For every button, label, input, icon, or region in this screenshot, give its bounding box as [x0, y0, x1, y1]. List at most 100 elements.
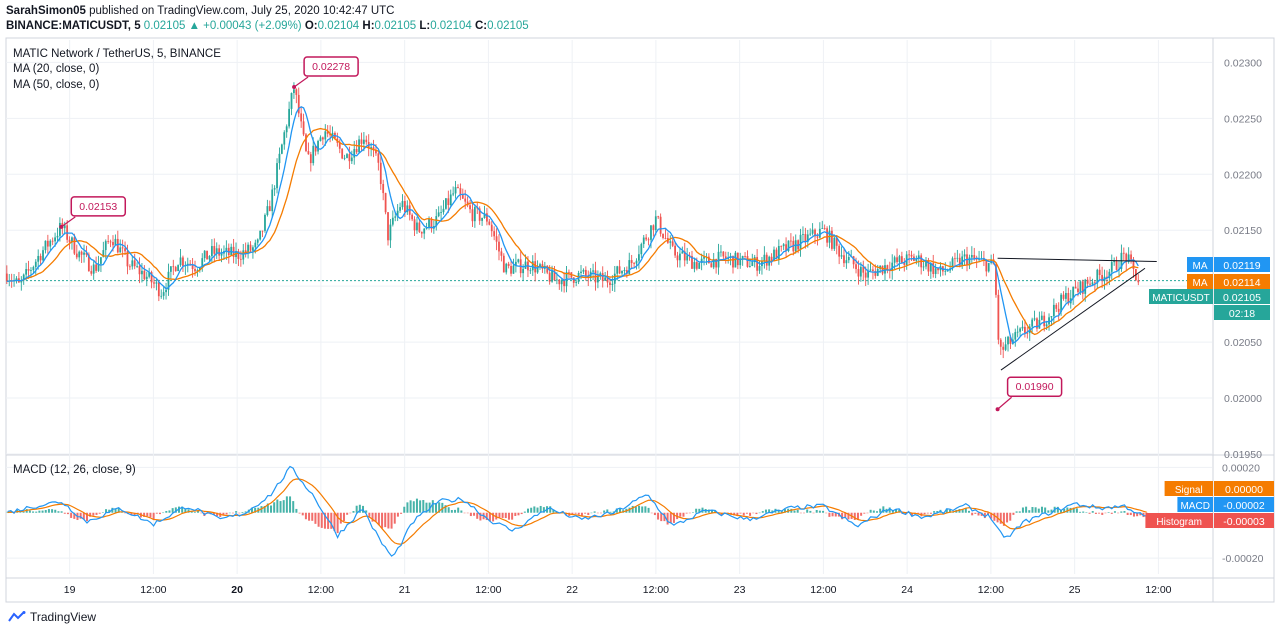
macd-histogram-bar — [298, 512, 301, 514]
price-label-name-box — [1187, 274, 1213, 289]
candle-body — [512, 265, 515, 274]
callout-label: 0.01990 — [1016, 381, 1054, 393]
macd-histogram-bar — [1101, 512, 1104, 515]
macd-histogram-bar — [514, 512, 517, 516]
candle-body — [198, 267, 201, 271]
macd-histogram-bar — [584, 512, 587, 514]
macd-histogram-bar — [549, 506, 552, 513]
candle-body — [546, 265, 549, 273]
price-callouts[interactable]: 0.02153 0.02278 0.01990 — [59, 56, 1063, 412]
candle-body — [355, 149, 358, 153]
low-value: 0.02104 — [430, 20, 472, 32]
candle-body — [954, 258, 956, 260]
candle-body — [845, 260, 848, 264]
macd-histogram-bar — [63, 512, 66, 514]
macd-histogram-bar — [517, 512, 520, 516]
macd-histogram-bar — [333, 512, 336, 532]
candle-body — [1024, 326, 1026, 333]
candle-body — [73, 237, 76, 254]
macd-histogram-bar — [945, 508, 948, 513]
macd-histogram-bar — [948, 509, 951, 513]
macd-histogram-bar — [1088, 512, 1091, 514]
macd-label-name-box — [1145, 513, 1213, 528]
price-tick-label: 0.01950 — [1224, 449, 1262, 461]
symbol-name[interactable]: BINANCE:MATICUSDT, 5 — [6, 20, 141, 32]
candle-body — [659, 216, 662, 234]
macd-label-name: MACD — [1180, 501, 1209, 512]
macd-histogram-bar — [279, 501, 282, 513]
candle-body — [999, 339, 1002, 347]
author-name[interactable]: SarahSimon05 — [6, 5, 86, 17]
macd-histogram-bar — [149, 512, 152, 518]
candle-body — [261, 230, 264, 232]
candle-body — [922, 266, 925, 268]
macd-histogram-bar — [409, 500, 412, 513]
macd-histogram-bar — [374, 512, 377, 523]
macd-histogram-bar — [124, 512, 127, 514]
candle-body — [893, 257, 896, 263]
candle-body — [454, 187, 457, 194]
macd-histogram-bar — [311, 512, 314, 521]
candle-body — [958, 257, 961, 266]
macd-histogram-bar — [197, 510, 200, 513]
candle-body — [114, 238, 117, 246]
candle-body — [956, 257, 959, 259]
candle-body — [133, 260, 136, 267]
macd-histogram-bar — [171, 508, 174, 513]
candle-body — [937, 268, 939, 271]
macd-histogram-bar — [634, 506, 637, 513]
macd-histogram-bar — [82, 512, 85, 520]
candle-body — [722, 251, 725, 257]
callout-pointer — [997, 396, 1012, 410]
trendlines[interactable] — [997, 257, 1157, 371]
candle-body — [483, 213, 486, 218]
candle-body — [338, 142, 341, 149]
macd-histogram-bar — [92, 512, 95, 516]
chart-header: SarahSimon05 published on TradingView.co… — [6, 4, 529, 34]
macd-histogram-bar — [606, 509, 609, 513]
macd-histogram-bar — [1079, 511, 1082, 513]
macd-histogram-bar — [853, 512, 856, 520]
candle-body — [63, 225, 66, 229]
macd-histogram-bar — [910, 512, 913, 516]
price-label-value-box — [1214, 305, 1270, 320]
candle-body — [638, 254, 640, 261]
macd-histogram-bar — [745, 512, 748, 514]
candle-body — [488, 221, 491, 225]
candle-body — [560, 280, 563, 285]
macd-histogram-bar — [739, 512, 742, 514]
macd-histogram-bar — [666, 512, 669, 525]
macd-histogram-bar — [542, 507, 545, 513]
macd-histogram-bar — [695, 508, 698, 513]
candle-body — [1002, 346, 1005, 350]
macd-histogram-bar — [485, 512, 488, 521]
macd-pane — [6, 465, 1148, 557]
macd-histogram-bar — [98, 512, 101, 514]
macd-histogram-bar — [968, 510, 971, 513]
tradingview-logo[interactable]: TradingView — [8, 610, 96, 624]
candle-body — [143, 270, 146, 280]
candle-body — [372, 147, 375, 151]
macd-histogram-bar — [412, 501, 415, 513]
candle-body — [464, 198, 467, 202]
candle-body — [153, 282, 155, 284]
publish-line: SarahSimon05 published on TradingView.co… — [6, 4, 529, 19]
candle-body — [404, 201, 406, 213]
candle-body — [896, 257, 898, 263]
price-axis: 0.023000.022500.022000.021500.021000.020… — [1224, 57, 1262, 461]
macd-histogram-bar — [406, 502, 409, 513]
macd-histogram-bar — [19, 512, 22, 513]
macd-histogram-bar — [1136, 512, 1139, 517]
callout-box — [70, 196, 127, 217]
candle-body — [259, 230, 262, 240]
macd-histogram-bar — [523, 511, 526, 513]
price-change: +0.00043 (+2.09%) — [203, 20, 302, 32]
macd-histogram-bar — [1018, 511, 1021, 513]
macd-histogram-bar — [1072, 507, 1075, 513]
macd-histogram-bar — [936, 511, 939, 513]
candle-body — [874, 270, 877, 276]
candle-body — [440, 212, 442, 213]
macd-histogram-bar — [212, 512, 215, 515]
macd-histogram-bar — [387, 512, 390, 529]
